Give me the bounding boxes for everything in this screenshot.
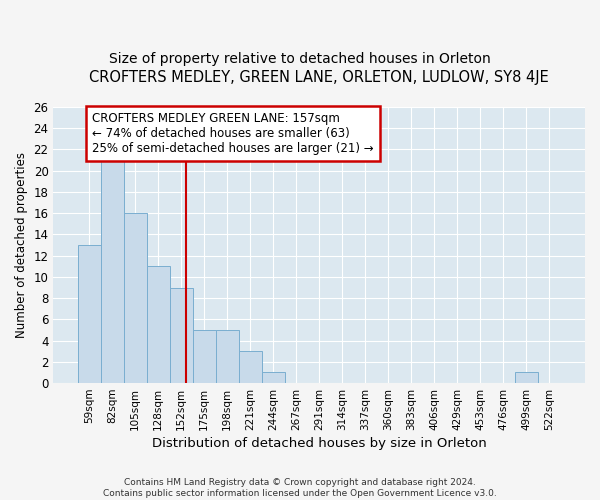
Bar <box>193 330 215 383</box>
Title: CROFTERS MEDLEY, GREEN LANE, ORLETON, LUDLOW, SY8 4JE: CROFTERS MEDLEY, GREEN LANE, ORLETON, LU… <box>89 70 549 85</box>
Bar <box>170 288 193 383</box>
Bar <box>262 372 284 383</box>
Bar <box>515 372 538 383</box>
X-axis label: Distribution of detached houses by size in Orleton: Distribution of detached houses by size … <box>152 437 487 450</box>
Text: Contains HM Land Registry data © Crown copyright and database right 2024.
Contai: Contains HM Land Registry data © Crown c… <box>103 478 497 498</box>
Bar <box>77 245 101 383</box>
Text: CROFTERS MEDLEY GREEN LANE: 157sqm
← 74% of detached houses are smaller (63)
25%: CROFTERS MEDLEY GREEN LANE: 157sqm ← 74%… <box>92 112 374 156</box>
Y-axis label: Number of detached properties: Number of detached properties <box>15 152 28 338</box>
Bar <box>239 351 262 383</box>
Bar <box>215 330 239 383</box>
Text: Size of property relative to detached houses in Orleton: Size of property relative to detached ho… <box>109 52 491 66</box>
Bar <box>146 266 170 383</box>
Bar <box>101 150 124 383</box>
Bar <box>124 213 146 383</box>
